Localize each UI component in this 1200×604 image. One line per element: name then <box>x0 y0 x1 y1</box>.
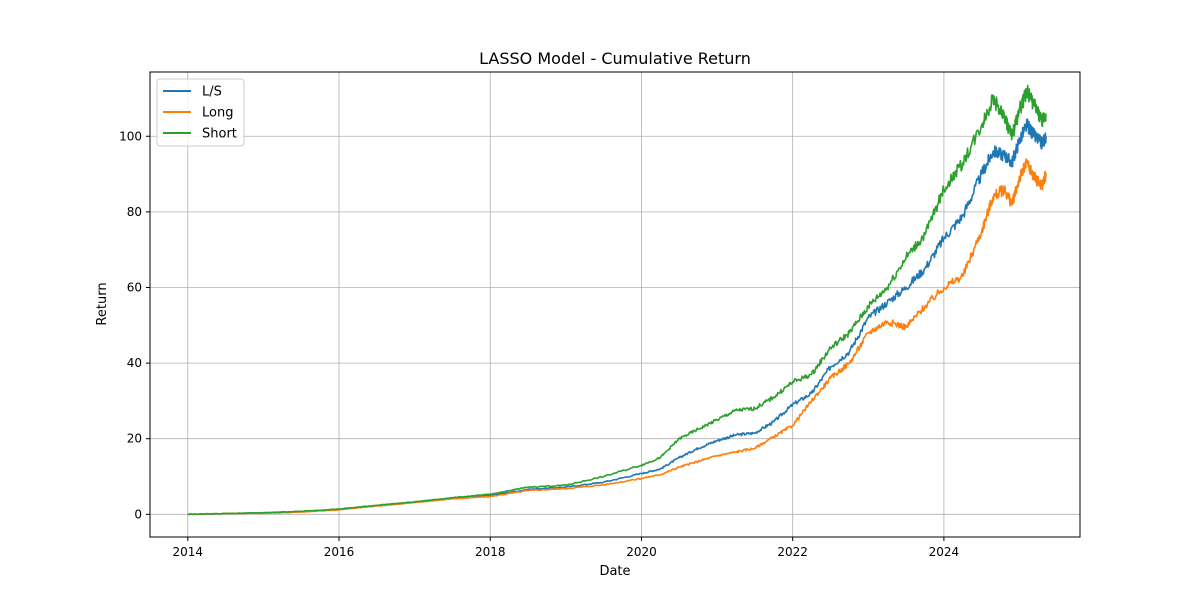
y-tick-label: 100 <box>119 129 142 143</box>
y-tick-label: 40 <box>127 356 142 370</box>
series-line-short <box>187 84 1047 516</box>
x-tick-label: 2024 <box>929 545 960 559</box>
plot-frame <box>149 71 1081 538</box>
legend: L/S Long Short <box>156 78 245 147</box>
y-axis-label: Return <box>95 282 110 325</box>
x-tick-label: 2016 <box>324 545 355 559</box>
grid <box>150 72 1080 537</box>
y-tick-label: 0 <box>134 507 142 521</box>
y-tick-label: 60 <box>127 280 142 294</box>
legend-label: Short <box>202 127 237 142</box>
series-lines <box>187 84 1047 516</box>
legend-box <box>156 78 245 147</box>
x-tick-label: 2018 <box>475 545 506 559</box>
legend-label: L/S <box>202 85 222 100</box>
x-axis-label: Date <box>599 564 630 579</box>
y-tick-label: 20 <box>127 432 142 446</box>
legend-label: Long <box>202 106 233 121</box>
x-tick-label: 2022 <box>777 545 808 559</box>
axis-ticks: 2014 2016 2018 2020 2022 2024 0 20 40 60 80 100 <box>119 129 959 559</box>
chart-title: LASSO Model - Cumulative Return <box>479 49 751 68</box>
x-tick-label: 2014 <box>173 545 204 559</box>
y-tick-label: 80 <box>127 205 142 219</box>
x-tick-label: 2020 <box>626 545 657 559</box>
